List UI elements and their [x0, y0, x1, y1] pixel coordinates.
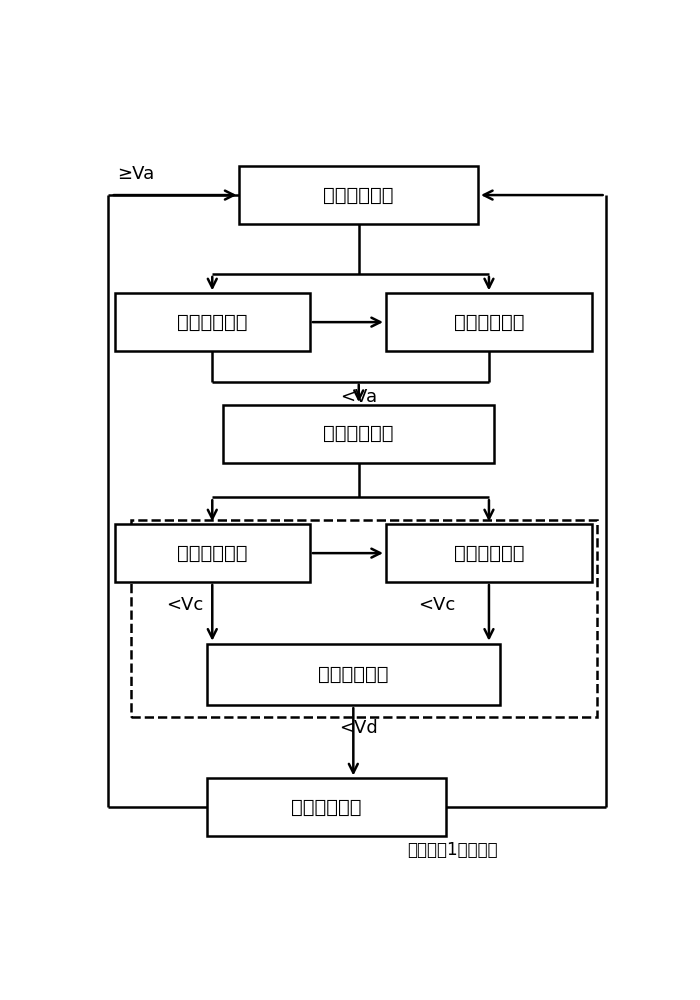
Bar — [207, 778, 446, 836]
Text: <Vc: <Vc — [166, 596, 204, 614]
Text: 应急发光模式: 应急发光模式 — [318, 665, 388, 684]
Text: <Va: <Va — [340, 388, 377, 406]
Text: 节能发光模式: 节能发光模式 — [454, 313, 524, 332]
Text: <Vc: <Vc — [419, 596, 456, 614]
Text: 常亮发光模式: 常亮发光模式 — [177, 313, 248, 332]
Text: 无电发光模式: 无电发光模式 — [291, 798, 361, 817]
Text: 节能发光模式: 节能发光模式 — [454, 544, 524, 563]
Bar — [131, 520, 598, 717]
Text: 常亮发光模式: 常亮发光模式 — [177, 544, 248, 563]
Bar — [207, 644, 500, 705]
Text: 直供电源1恢复供电: 直供电源1恢复供电 — [407, 841, 498, 859]
Text: ≥Va: ≥Va — [118, 165, 155, 183]
Bar — [115, 524, 310, 582]
Bar — [239, 166, 478, 224]
Bar — [115, 293, 310, 351]
Text: <Vd: <Vd — [340, 719, 378, 737]
Bar — [386, 293, 592, 351]
Text: 直供电源供电: 直供电源供电 — [323, 186, 394, 205]
Text: 储能电源供电: 储能电源供电 — [323, 424, 394, 443]
Bar — [223, 405, 494, 463]
Bar — [386, 524, 592, 582]
